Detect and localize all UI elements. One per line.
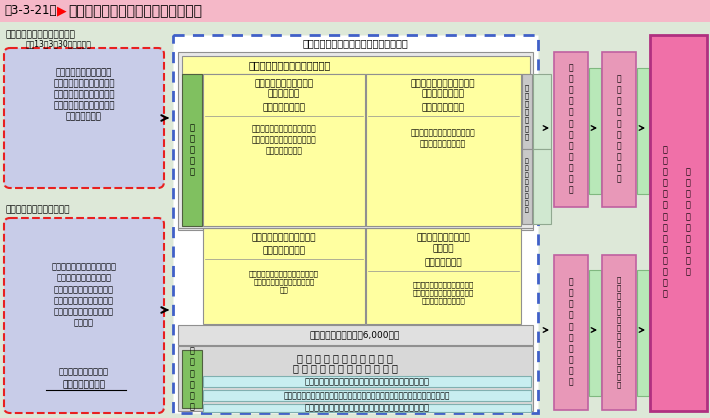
Bar [178,346,533,411]
Text: １．優先的目標　約２１０万㎡: １．優先的目標 約２１０万㎡ [249,60,331,70]
Bar [522,149,532,224]
Text: 国立大学等の施設整備に
ついて，最重要課題として
位置付け，科学技術振興の
ための基盤整備として重点
的に取り組む。: 国立大学等の施設整備に ついて，最重要課題として 位置付け，科学技術振興の ため… [53,68,115,122]
Text: 大 学 改 革 と 一 体 と な っ た: 大 学 改 革 と 一 体 と な っ た [297,353,393,363]
Bar [554,255,588,410]
Text: 対
象
施
設
の
選
定: 対 象 施 設 の 選 定 [525,84,529,140]
Bar [182,350,202,408]
Text: 高機能の教育研究スペースに再
生し，弾力的施設利用による教
育研究の活性化を推進: 高機能の教育研究スペースに再 生し，弾力的施設利用による教 育研究の活性化を推進 [413,282,474,304]
Text: 調
査
・
評
価
の
徹
底: 調 査 ・ 評 価 の 徹 底 [525,159,529,213]
Text: 産
業
界
へ
の
成
果
の
還
元: 産 業 界 へ の 成 果 の 還 元 [617,74,621,184]
Text: 創
造
性
豊
か
な
人
材
育
成: 創 造 性 豊 か な 人 材 育 成 [569,278,573,387]
Text: 科
学
技
術
創
造
立
国
の
着
実
な
実
現: 科 学 技 術 創 造 立 国 の 着 実 な 実 現 [662,145,667,298]
Text: 高度先進医療や地域の中核的医
療機関として一層充実: 高度先進医療や地域の中核的医 療機関として一層充実 [410,128,476,148]
Text: （約　４０万㎡）: （約 ４０万㎡） [263,247,305,255]
Bar [178,325,533,345]
Bar [203,390,531,401]
Bar [637,270,649,396]
Bar [602,255,636,410]
Text: （約　５０万㎡）: （約 ５０万㎡） [422,104,464,112]
Bar [203,74,365,226]
Bar [366,74,521,226]
Text: 大学附属病院: 大学附属病院 [422,89,464,99]
Text: 世界水準の学術研究拠点施設の整備
及び地域連携や国際学術交流の
推進: 世界水準の学術研究拠点施設の整備 及び地域連携や国際学術交流の 推進 [249,270,319,293]
FancyBboxPatch shape [173,35,538,413]
Text: 施 設 の 効 率 的 ・ 弾 力 的 利 用: 施 設 の 効 率 的 ・ 弾 力 的 利 用 [293,363,398,373]
Text: （約１２０万㎡）: （約１２０万㎡） [263,104,305,112]
Bar [0,0,710,22]
Text: 独
創
的
・
先
端
的
な
学
術
研
究: 独 創 的 ・ 先 端 的 な 学 術 研 究 [569,64,573,194]
Text: 重
点
的
整
備: 重 点 的 整 備 [190,123,195,177]
Text: 【国立大学等施設緊急整備５か年計画】: 【国立大学等施設緊急整備５か年計画】 [302,38,408,48]
Bar [637,68,649,194]
Text: 解消等: 解消等 [268,89,300,99]
Text: 国立大学等施設緊急整備５か年計画: 国立大学等施設緊急整備５か年計画 [68,4,202,18]
Text: 約１，１００万㎡: 約１，１００万㎡ [62,380,106,390]
Bar [533,149,551,224]
Text: 豊
か
な
国
民
生
活
の
実
現: 豊 か な 国 民 生 活 の 実 現 [686,168,690,276]
Text: （１）大学院施設の狭隘: （１）大学院施設の狭隘 [254,79,314,89]
Bar [589,68,601,194]
Text: 平成13年3月30日閣議決定: 平成13年3月30日閣議決定 [26,39,92,48]
Text: 社
会
が
求
め
る
高
度
な
能
力
の
供
給: 社 会 が 求 め る 高 度 な 能 力 の 供 給 [617,276,621,388]
Text: （２）卓越した研究拠点等: （２）卓越した研究拠点等 [252,234,316,242]
Text: 総合研究大学を整備し，若手研
究者の育成や，融合的・先端的
な学術研究を推進: 総合研究大学を整備し，若手研 究者の育成や，融合的・先端的 な学術研究を推進 [251,125,317,155]
Text: 今後整備が必要な面積: 今後整備が必要な面積 [59,367,109,377]
Bar [554,52,588,207]
Text: 国立大学等施設においては，
経年による老朽化や機能
劣化，大学院学生等の飛躍
的な増加等による狭隘化が
進むなど，その対応が喫緊
の課題。: 国立大学等施設においては， 経年による老朽化や機能 劣化，大学院学生等の飛躍 的… [52,263,116,327]
Bar [4,28,164,193]
Bar [589,270,601,396]
Text: 【第２期科学技術基本計画】: 【第２期科学技術基本計画】 [6,31,76,39]
Text: 所要経費　最大約１兆6,000億円: 所要経費 最大約１兆6,000億円 [310,331,400,339]
Text: １．各学部等が共有する総合的・複合的な研究棟を整備: １．各学部等が共有する総合的・複合的な研究棟を整備 [305,377,430,386]
Bar [602,52,636,207]
Text: シ
ス
テ
ム
改
革: シ ス テ ム 改 革 [190,347,195,411]
Bar [650,35,707,411]
Bar [203,228,365,324]
Text: 【国立大学等施設の課題】: 【国立大学等施設の課題】 [6,206,70,214]
Bar [533,74,551,149]
Bar [366,228,521,324]
Bar [522,74,532,149]
Bar [203,404,531,412]
Text: 約３９０万㎡: 約３９０万㎡ [424,258,462,268]
FancyBboxPatch shape [4,218,164,413]
Bar [4,202,164,412]
Text: 改善: 改善 [432,245,454,253]
Bar [203,376,531,387]
Bar [182,74,202,226]
FancyBboxPatch shape [4,48,164,188]
Text: ▶: ▶ [57,5,67,18]
Text: ２．施設の点検・評価，教育研究の活性度等を踏まえた　弾力的施設利用の推進: ２．施設の点検・評価，教育研究の活性度等を踏まえた 弾力的施設利用の推進 [284,391,450,400]
Text: （３）先端医療に対応した: （３）先端医療に対応した [411,79,475,89]
Text: ２．老朽化した施設の: ２．老朽化した施設の [416,234,470,242]
Text: ３．全学的な視点に立った施設管理運営システムの構築: ３．全学的な視点に立った施設管理運営システムの構築 [305,403,430,413]
Bar [182,56,530,74]
Text: 第3-3-21図: 第3-3-21図 [4,5,57,18]
Bar [178,52,533,230]
